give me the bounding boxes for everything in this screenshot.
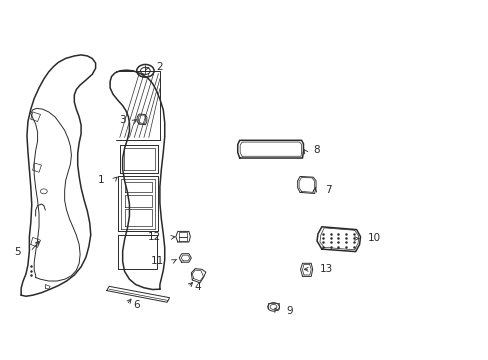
Text: 10: 10	[367, 234, 381, 243]
Text: 6: 6	[133, 300, 139, 310]
Text: 3: 3	[119, 116, 125, 125]
Text: 8: 8	[313, 144, 320, 154]
Text: 5: 5	[14, 247, 20, 257]
Text: 11: 11	[151, 256, 164, 266]
Text: 1: 1	[98, 175, 104, 185]
Text: 9: 9	[285, 306, 292, 316]
Text: 13: 13	[319, 264, 332, 274]
Text: 2: 2	[156, 62, 163, 72]
Text: 12: 12	[147, 233, 161, 242]
Text: 4: 4	[194, 282, 201, 292]
Text: 7: 7	[324, 185, 331, 195]
